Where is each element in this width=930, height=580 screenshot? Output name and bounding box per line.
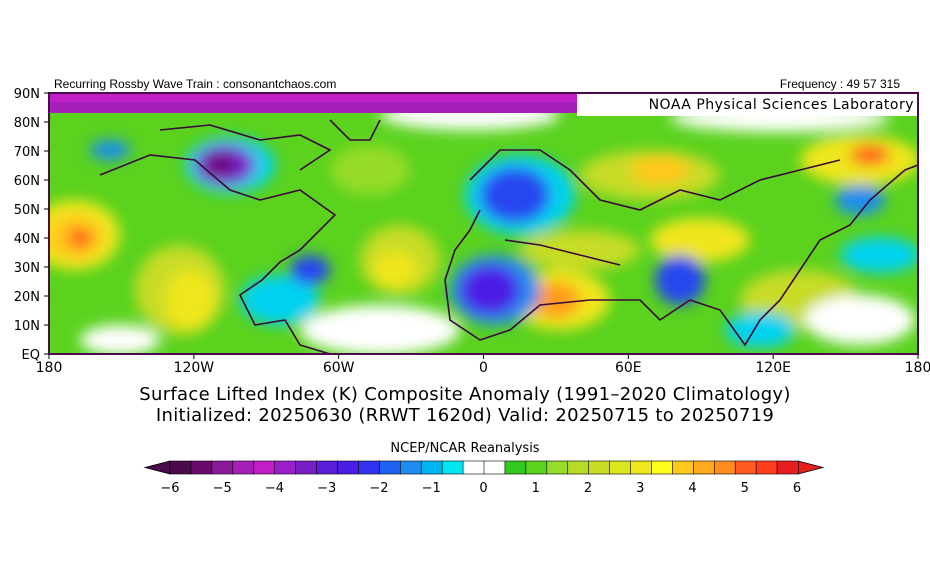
lab-label-box: [577, 94, 917, 116]
lon-tick-label: 60W: [323, 360, 355, 376]
lat-tick-label: 90N: [14, 87, 40, 102]
anomaly-blob: [835, 185, 885, 215]
colorbar-swatch: [546, 460, 569, 475]
anomaly-blob: [460, 265, 520, 315]
lat-tick-label: 80N: [14, 116, 40, 131]
colorbar-tick-label: −2: [369, 481, 388, 496]
coastlines: [99, 119, 918, 354]
chart-title-line2: Initialized: 20250630 (RRWT 1620d) Valid…: [155, 405, 775, 426]
chart-title-line1: Surface Lifted Index (K) Composite Anoma…: [139, 384, 791, 405]
colorbar-tick-label: −1: [422, 481, 441, 496]
colorbar-swatch: [734, 460, 757, 475]
anomaly-blob: [480, 167, 550, 223]
anomaly-blob: [655, 255, 705, 305]
colorbar-swatch: [588, 460, 611, 475]
colorbar-tick-label: −5: [213, 481, 232, 496]
anomaly-blob: [850, 145, 890, 165]
colorbar-swatch: [441, 460, 464, 475]
colorbar-swatch: [295, 460, 318, 475]
anomaly-blob: [290, 255, 330, 285]
anomaly-blob: [630, 156, 690, 184]
colorbar-swatch: [713, 460, 736, 475]
colorbar-swatch: [337, 460, 360, 475]
anomaly-blob: [206, 155, 234, 175]
colorbar-tick-label: 5: [741, 481, 749, 496]
colorbar-swatch: [232, 460, 255, 475]
colorbar-label: NCEP/NCAR Reanalysis: [390, 441, 540, 456]
colorbar-tick-label: 0: [479, 481, 487, 496]
colorbar-swatch: [567, 460, 590, 475]
anomaly-blob: [90, 140, 130, 160]
colorbar-swatch: [504, 460, 527, 475]
colorbar-swatch: [274, 460, 297, 475]
lon-tick-label: 120E: [755, 360, 791, 376]
lat-tick-label: EQ: [22, 348, 40, 363]
anomaly-field: [49, 93, 918, 354]
lon-tick-label: 180: [36, 360, 63, 376]
lab-label: NOAA Physical Sciences Laboratory: [649, 97, 914, 113]
anomaly-blob: [840, 237, 918, 273]
colorbar-swatch: [399, 460, 422, 475]
colorbar-swatch: [776, 460, 799, 475]
anomaly-blob: [80, 325, 160, 354]
header-frequency-text: Frequency : 49 57 315: [779, 77, 900, 91]
colorbar-swatch: [420, 460, 443, 475]
colorbar-swatch: [462, 460, 485, 475]
lat-tick-label: 30N: [14, 261, 40, 276]
anomaly-blob: [520, 230, 640, 270]
anomaly-blob: [165, 270, 215, 330]
colorbar-swatch: [693, 460, 715, 475]
lon-tick-label: 180: [905, 360, 930, 376]
colorbar-swatch: [169, 460, 192, 475]
colorbar-swatch: [525, 460, 548, 475]
colorbar-tick-label: 6: [793, 481, 801, 496]
colorbar-tick-label: 3: [636, 481, 644, 496]
colorbar-arrow-left: [143, 460, 171, 475]
anomaly-blob: [650, 218, 750, 262]
colorbar-tick-label: −6: [160, 481, 179, 496]
lat-tick-label: 70N: [14, 145, 40, 160]
lat-tick-label: 20N: [14, 290, 40, 305]
colorbar-swatch: [190, 460, 213, 475]
colorbar-tick-label: 1: [532, 481, 540, 496]
lat-tick-label: 60N: [14, 174, 40, 189]
colorbar-swatch: [483, 460, 506, 475]
colorbar-ticks: −6 −5 −4 −3 −2 −1 0 1 2 3 4 5 6: [160, 481, 801, 496]
colorbar: [143, 460, 825, 475]
anomaly-blob: [530, 282, 580, 318]
colorbar-swatch: [358, 460, 380, 475]
lat-tick-label: 50N: [14, 203, 40, 218]
longitude-axis: 180 120W 60W 0 60E 120E 180: [36, 354, 930, 376]
colorbar-tick-label: 4: [688, 481, 696, 496]
lon-tick-label: 120W: [174, 360, 215, 376]
anomaly-blob: [240, 275, 320, 325]
colorbar-swatch: [755, 460, 778, 475]
colorbar-tick-label: 2: [584, 481, 592, 496]
colorbar-swatch: [630, 460, 653, 475]
colorbar-swatch: [316, 460, 339, 475]
anomaly-blob: [373, 252, 417, 288]
polar-band: [49, 93, 579, 102]
lon-tick-label: 60E: [615, 360, 642, 376]
header-source-text: Recurring Rossby Wave Train : consonantc…: [54, 77, 337, 91]
colorbar-swatch: [211, 460, 234, 475]
anomaly-blob: [805, 295, 915, 345]
anomaly-blob: [300, 305, 460, 354]
lon-tick-label: 0: [479, 360, 488, 376]
colorbar-swatch: [651, 460, 674, 475]
colorbar-tick-label: −3: [317, 481, 336, 496]
colorbar-swatch: [672, 460, 694, 475]
anomaly-blob: [68, 228, 92, 248]
colorbar-swatch: [609, 460, 632, 475]
lat-tick-label: 40N: [14, 232, 40, 247]
anomaly-blob: [725, 312, 795, 348]
anomaly-blob: [330, 145, 410, 195]
lat-tick-label: 10N: [14, 319, 40, 334]
colorbar-arrow-right: [797, 460, 825, 475]
colorbar-swatch: [379, 460, 401, 475]
latitude-axis: 90N 80N 70N 60N 50N 40N 30N 20N 10N EQ: [14, 87, 49, 363]
colorbar-swatch: [253, 460, 276, 475]
colorbar-tick-label: −4: [265, 481, 284, 496]
